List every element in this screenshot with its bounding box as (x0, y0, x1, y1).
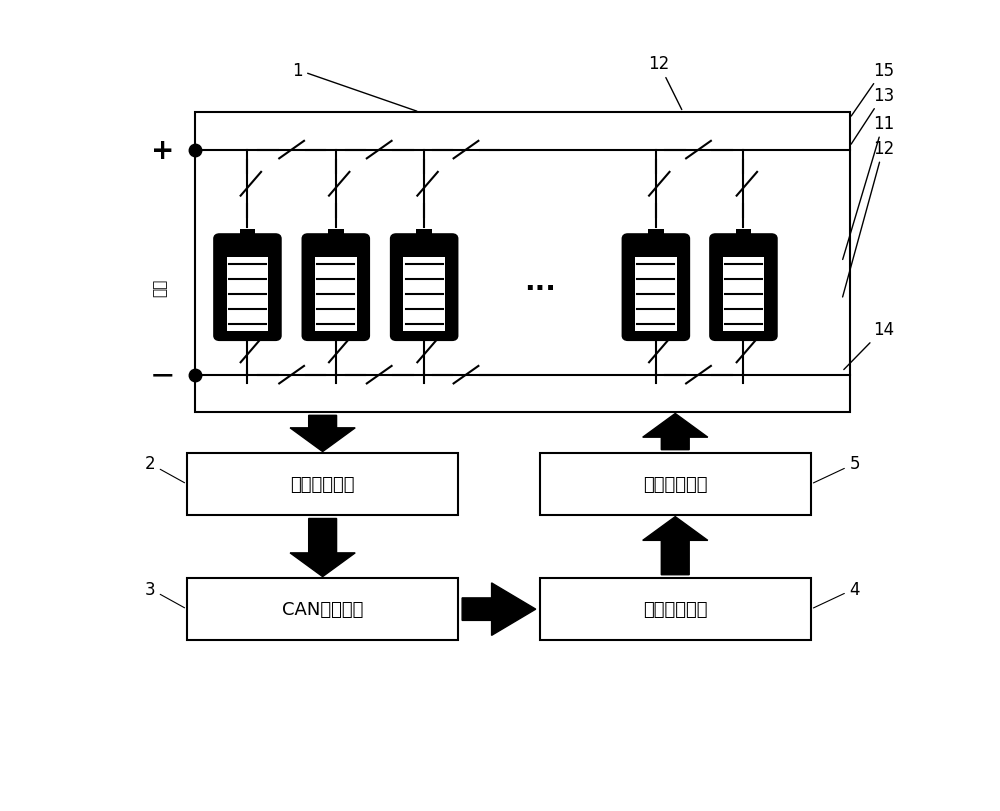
Polygon shape (462, 583, 536, 636)
Text: 4: 4 (813, 580, 860, 608)
Bar (736, 230, 751, 241)
Bar (315, 258, 357, 332)
FancyBboxPatch shape (215, 236, 280, 340)
Polygon shape (290, 416, 355, 452)
Text: 5: 5 (813, 455, 860, 483)
Bar (540, 453, 811, 516)
Text: 电池: 电池 (152, 279, 167, 297)
FancyBboxPatch shape (711, 236, 776, 340)
Text: 状态决策模块: 状态决策模块 (643, 600, 708, 618)
Polygon shape (290, 519, 355, 577)
Bar (416, 230, 432, 241)
Text: −: − (149, 361, 175, 390)
Bar (187, 453, 458, 516)
Text: 1: 1 (292, 62, 417, 112)
Text: ...: ... (524, 268, 556, 295)
Text: 15: 15 (851, 62, 894, 117)
Text: 11: 11 (843, 114, 894, 260)
Bar (635, 258, 677, 332)
Bar (227, 258, 268, 332)
FancyBboxPatch shape (623, 236, 688, 340)
Text: 12: 12 (648, 55, 682, 110)
Text: CAN通信模块: CAN通信模块 (282, 600, 363, 618)
Text: 14: 14 (844, 320, 894, 370)
Text: 13: 13 (851, 87, 894, 145)
Text: 开关驱动模块: 开关驱动模块 (643, 475, 708, 493)
Text: 3: 3 (144, 580, 185, 608)
Bar (187, 578, 458, 641)
Text: 12: 12 (843, 139, 894, 298)
Text: 信号采集模块: 信号采集模块 (290, 475, 355, 493)
Bar (540, 578, 811, 641)
Bar (328, 230, 344, 241)
Bar (403, 258, 445, 332)
Bar (195, 113, 850, 413)
Text: 2: 2 (144, 455, 185, 483)
Bar (240, 230, 255, 241)
FancyBboxPatch shape (392, 236, 457, 340)
Bar (648, 230, 664, 241)
Bar (723, 258, 764, 332)
Text: +: + (151, 136, 174, 165)
FancyBboxPatch shape (303, 236, 368, 340)
Polygon shape (643, 517, 708, 575)
Polygon shape (643, 414, 708, 450)
